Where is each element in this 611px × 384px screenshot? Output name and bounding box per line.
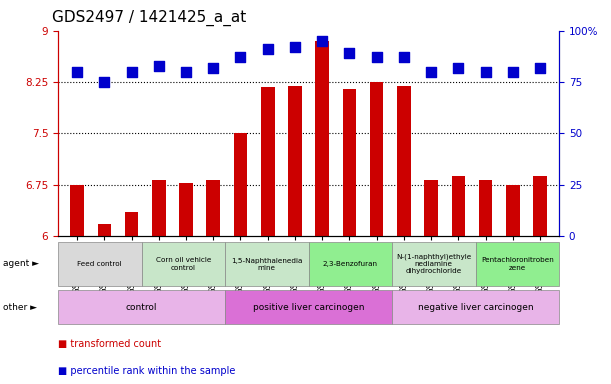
Point (72, 69, 82, 75)
Bar (533, 176, 547, 236)
Point (453, 65, 463, 71)
Bar (424, 180, 438, 236)
Point (100, 79, 109, 85)
Point (236, 55, 246, 61)
Bar (125, 212, 138, 236)
Text: N-(1-naphthyl)ethyle
nediamine
dihydrochloride: N-(1-naphthyl)ethyle nediamine dihydroch… (396, 254, 472, 274)
Text: GDS2497 / 1421425_a_at: GDS2497 / 1421425_a_at (52, 10, 246, 26)
Point (508, 69, 518, 75)
Text: Pentachloronitroben
zene: Pentachloronitroben zene (481, 258, 554, 270)
Point (317, 38, 327, 44)
Point (154, 63, 164, 69)
Point (126, 69, 136, 75)
Text: 2,3-Benzofuran: 2,3-Benzofuran (323, 261, 378, 267)
Text: Feed control: Feed control (78, 261, 122, 267)
Point (399, 55, 409, 61)
Bar (288, 86, 302, 236)
Text: control: control (126, 303, 157, 312)
Bar (70, 185, 84, 236)
Text: negative liver carcinogen: negative liver carcinogen (418, 303, 533, 312)
Point (181, 69, 191, 75)
Bar (98, 224, 111, 236)
Point (345, 50, 354, 56)
Bar (343, 89, 356, 236)
Point (426, 69, 436, 75)
Bar (207, 180, 220, 236)
Text: 1,5-Naphthalenedia
mine: 1,5-Naphthalenedia mine (231, 258, 302, 270)
Bar (397, 86, 411, 236)
Point (208, 65, 218, 71)
Point (371, 55, 381, 61)
Bar (233, 134, 247, 236)
Bar (179, 183, 193, 236)
Bar (315, 41, 329, 236)
Bar (452, 176, 465, 236)
Text: other ►: other ► (3, 303, 37, 312)
Text: ■ percentile rank within the sample: ■ percentile rank within the sample (58, 366, 235, 376)
Text: ■ transformed count: ■ transformed count (58, 339, 161, 349)
Bar (370, 82, 384, 236)
Text: agent ►: agent ► (3, 260, 39, 268)
Point (481, 69, 491, 75)
Text: Corn oil vehicle
control: Corn oil vehicle control (156, 258, 211, 270)
Point (263, 46, 273, 52)
Bar (261, 87, 274, 236)
Bar (152, 180, 166, 236)
Text: positive liver carcinogen: positive liver carcinogen (253, 303, 364, 312)
Bar (506, 185, 519, 236)
Bar (479, 180, 492, 236)
Point (535, 65, 545, 71)
Point (290, 44, 300, 50)
